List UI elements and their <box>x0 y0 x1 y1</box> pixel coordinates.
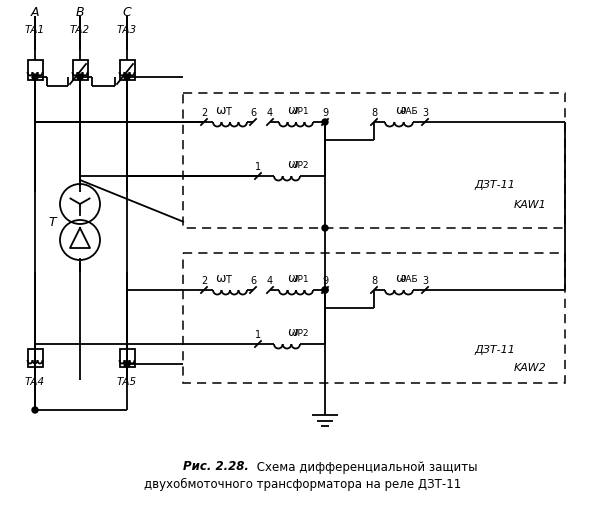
Text: 4: 4 <box>267 108 273 118</box>
Circle shape <box>32 407 38 413</box>
Text: 2: 2 <box>201 108 207 118</box>
Text: B: B <box>76 7 84 20</box>
Text: ТА2: ТА2 <box>70 25 90 35</box>
Text: Т: Т <box>225 275 231 285</box>
Text: ω: ω <box>287 325 297 338</box>
Text: 6: 6 <box>250 108 256 118</box>
Text: Т: Т <box>225 107 231 117</box>
Text: 2: 2 <box>201 276 207 286</box>
Text: УР2: УР2 <box>293 330 309 338</box>
Text: Схема дифференциальной защиты: Схема дифференциальной защиты <box>253 460 478 473</box>
Text: KAW1: KAW1 <box>514 200 546 210</box>
Text: 1: 1 <box>255 330 261 340</box>
Circle shape <box>124 74 130 80</box>
Circle shape <box>322 225 328 231</box>
Bar <box>183 93 565 228</box>
Text: Т: Т <box>48 215 56 228</box>
Text: 3: 3 <box>422 276 428 286</box>
Text: ТА4: ТА4 <box>25 377 45 387</box>
Circle shape <box>322 287 328 293</box>
Text: 9: 9 <box>322 108 328 118</box>
Text: ω: ω <box>215 103 225 116</box>
Text: РАБ: РАБ <box>400 276 418 284</box>
Text: УР2: УР2 <box>293 161 309 171</box>
Circle shape <box>77 74 83 80</box>
Text: ТА1: ТА1 <box>25 25 45 35</box>
Text: 8: 8 <box>371 108 377 118</box>
Text: РАБ: РАБ <box>400 107 418 116</box>
Text: KAW2: KAW2 <box>514 363 546 373</box>
Text: ТА3: ТА3 <box>117 25 137 35</box>
Circle shape <box>322 119 328 125</box>
Bar <box>72 60 87 80</box>
Text: двухобмоточного трансформатора на реле ДЗТ-11: двухобмоточного трансформатора на реле Д… <box>144 477 462 490</box>
Text: 8: 8 <box>371 276 377 286</box>
Text: ДЗТ-11: ДЗТ-11 <box>475 345 515 355</box>
Text: ω: ω <box>287 103 297 116</box>
Text: 6: 6 <box>250 276 256 286</box>
Circle shape <box>322 287 328 293</box>
Text: 3: 3 <box>422 108 428 118</box>
Bar <box>120 60 135 80</box>
Circle shape <box>124 361 130 367</box>
Text: ДЗТ-11: ДЗТ-11 <box>475 180 515 190</box>
Text: Рис. 2.28.: Рис. 2.28. <box>183 460 249 473</box>
Bar <box>183 253 565 383</box>
Text: ТА5: ТА5 <box>117 377 137 387</box>
Text: A: A <box>31 7 39 20</box>
Text: ω: ω <box>215 271 225 284</box>
Text: ω: ω <box>395 103 405 116</box>
Text: ω: ω <box>287 271 297 284</box>
Bar <box>27 349 42 367</box>
Text: 1: 1 <box>255 162 261 172</box>
Text: 4: 4 <box>267 276 273 286</box>
Circle shape <box>32 74 38 80</box>
Text: ω: ω <box>395 271 405 284</box>
Bar <box>27 60 42 80</box>
Text: ω: ω <box>287 157 297 171</box>
Text: 9: 9 <box>322 276 328 286</box>
Text: C: C <box>123 7 131 20</box>
Text: УР1: УР1 <box>293 107 310 116</box>
Text: УР1: УР1 <box>293 276 310 284</box>
Bar <box>120 349 135 367</box>
